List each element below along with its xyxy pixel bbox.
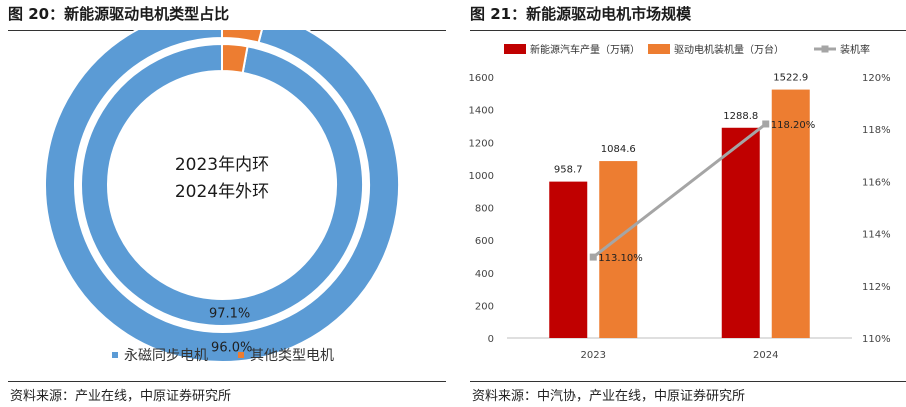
legend-swatch: [504, 44, 526, 54]
x-tick-label: 2024: [753, 350, 778, 361]
bar-data-label: 1084.6: [601, 144, 636, 155]
y-left-tick-label: 600: [475, 236, 494, 247]
legend-label: 其他类型电机: [250, 348, 334, 364]
legend-swatch: [238, 352, 244, 358]
line-data-label: 118.20%: [771, 120, 816, 131]
inner-ring-slice: [80, 42, 364, 327]
bar-data-label: 1522.9: [773, 73, 808, 84]
y-right-tick-label: 114%: [862, 230, 891, 241]
line-data-label: 113.10%: [598, 253, 643, 264]
donut-center-label: 2024年外环: [175, 182, 269, 202]
legend-label: 装机率: [840, 43, 870, 56]
y-left-tick-label: 800: [475, 204, 494, 215]
bar-line-chart: 0 200 400 600 800 1000 1200 1400 1600 110% 112% 114…: [469, 43, 891, 361]
bar-data-label: 1288.8: [723, 111, 758, 122]
bar: [599, 161, 638, 338]
title-divider: [470, 30, 906, 31]
bar: [771, 89, 810, 338]
y-right-tick-label: 110%: [862, 334, 891, 345]
slice-data-label: 96.0%: [211, 341, 252, 356]
source-divider: [470, 381, 906, 382]
line-point: [762, 120, 770, 128]
bar-data-label: 958.7: [554, 165, 583, 176]
bar-figure-panel: 图 21：新能源驱动电机市场规模 0 200 400 600 800 1000 1200 14…: [462, 0, 906, 407]
legend-swatch: [112, 352, 118, 358]
donut-figure-panel: 图 20：新能源驱动电机类型占比 97.1% 96.0% 2023年内环 2024年外…: [0, 0, 446, 407]
y-right-tick-label: 116%: [862, 177, 891, 188]
source-note: 资料来源：中汽协，产业在线，中原证券研究所: [472, 389, 746, 404]
legend-label: 驱动电机装机量（万台）: [674, 43, 784, 56]
y-left-tick-label: 400: [475, 269, 494, 280]
y-left-tick-label: 1000: [469, 171, 494, 182]
legend-swatch-marker: [821, 45, 829, 53]
line-series: [592, 122, 767, 259]
y-right-tick-label: 120%: [862, 73, 891, 84]
legend-label: 永磁同步电机: [124, 348, 208, 364]
y-left-tick-label: 0: [488, 334, 494, 345]
bar: [549, 181, 588, 338]
y-left-tick-label: 1400: [469, 106, 494, 117]
figure-title: 图 21：新能源驱动电机市场规模: [470, 5, 692, 23]
y-right-tick-label: 118%: [862, 125, 891, 136]
outer-ring-slice: [44, 30, 400, 363]
y-left-tick-label: 200: [475, 301, 494, 312]
y-left-tick-label: 1600: [469, 73, 494, 84]
figure-title: 图 20：新能源驱动电机类型占比: [8, 5, 230, 23]
source-divider: [8, 381, 446, 382]
donut-center-label: 2023年内环: [175, 155, 269, 175]
y-left-tick-label: 1200: [469, 138, 494, 149]
x-tick-label: 2023: [581, 350, 606, 361]
outer-ring-slice: [221, 30, 263, 44]
inner-ring-slice: [221, 42, 249, 75]
source-note: 资料来源：产业在线，中原证券研究所: [10, 389, 232, 404]
line-point: [589, 253, 597, 261]
legend-label: 新能源汽车产量（万辆）: [530, 43, 640, 56]
y-right-tick-label: 112%: [862, 282, 891, 293]
bar: [721, 127, 760, 339]
slice-data-label: 97.1%: [209, 306, 250, 321]
legend-swatch: [648, 44, 670, 54]
